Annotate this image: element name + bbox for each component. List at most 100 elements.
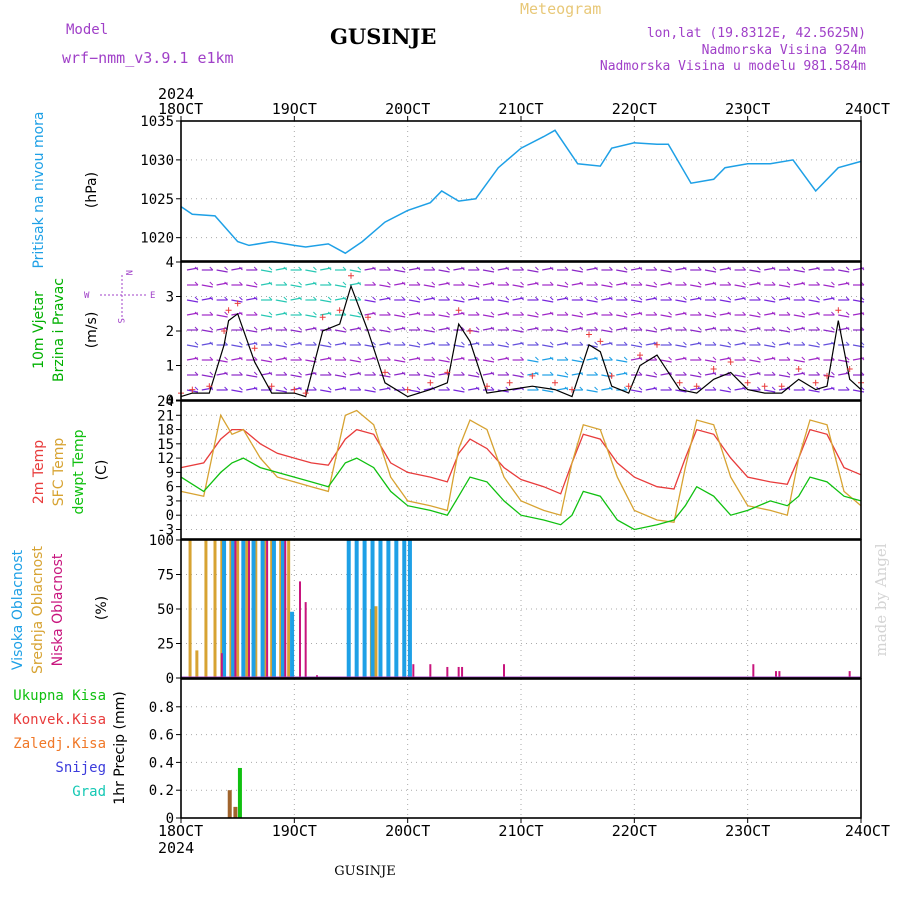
wind-barb [771, 371, 776, 376]
wind-barb [475, 281, 480, 286]
cloud-low-bar [503, 664, 505, 678]
wind-barb [653, 371, 658, 376]
cloud-low-bar [778, 671, 781, 678]
wind-barb [313, 371, 317, 376]
wind-barb [712, 296, 717, 301]
wind-barb [727, 311, 732, 316]
wind-barb [239, 356, 243, 361]
wind-barb [268, 281, 273, 286]
wind-barb [268, 326, 273, 331]
wind-barb [298, 371, 302, 376]
y-tick-label: 1 [166, 359, 174, 375]
wind-barb [757, 341, 761, 346]
y-tick-label: 18 [157, 423, 174, 439]
wind-max-marker [569, 386, 575, 393]
wind-barb [379, 374, 391, 378]
y-tick-label: 6 [166, 480, 174, 496]
wind-barb [579, 356, 584, 361]
time-tick-bottom: 21OCT [498, 822, 543, 840]
wind-barb [431, 371, 436, 376]
time-tick-bottom: 23OCT [725, 822, 770, 840]
wind-barb [246, 284, 258, 288]
wind-barb [231, 344, 243, 348]
wind-barb [520, 356, 524, 361]
y-tick-label: 3 [166, 290, 174, 306]
cloud-mid-bar [254, 540, 258, 678]
wind-barb [364, 299, 376, 303]
wind-barb [512, 284, 524, 288]
wind-barb [638, 326, 643, 331]
wind-barb [793, 269, 805, 273]
wind-barb [327, 311, 332, 316]
temp-axis-title: dewpt Temp [71, 429, 87, 514]
wind-barb [852, 344, 865, 348]
wind-barb [461, 341, 465, 346]
wind-barb [372, 371, 376, 376]
precip-convective-bar [233, 806, 238, 818]
wind-barb [201, 284, 213, 288]
wind-barb [453, 389, 465, 393]
wind-barb [239, 296, 243, 301]
wind-barb [520, 326, 524, 331]
wind-barb [742, 296, 746, 301]
wind-barb [719, 344, 731, 348]
wind-barb [490, 281, 495, 286]
wind-barb [201, 329, 213, 333]
wind-max-marker [221, 328, 228, 334]
wind-max-marker [710, 365, 717, 372]
wind-barb [401, 326, 406, 331]
wind-barb [683, 266, 687, 271]
cloud-high-bar [271, 540, 276, 678]
wind-barb [431, 266, 436, 271]
wind-max-marker [206, 383, 213, 390]
wind-barb [194, 371, 199, 376]
wind-barb [416, 326, 421, 331]
wind-barb [638, 386, 643, 391]
wind-barb [298, 356, 302, 361]
wind-barb [764, 299, 776, 303]
cloud-low-bar [752, 664, 755, 678]
wind-barb [668, 296, 672, 301]
precip-total-bar [237, 767, 242, 818]
wind-barb [549, 296, 554, 301]
wind-max-marker [234, 300, 241, 307]
wind-barb [845, 281, 850, 286]
wind-barb [793, 314, 805, 318]
wind-barb [401, 296, 406, 301]
wind-barb [712, 341, 717, 346]
footer-station: GUSINJE [334, 864, 395, 879]
wind-max-marker [778, 383, 785, 390]
wind-barb [697, 296, 702, 301]
wind-barb [719, 389, 731, 393]
wind-max-marker [189, 386, 196, 393]
wind-barb [675, 299, 687, 303]
wind-barb [475, 266, 480, 271]
wind-barb [520, 371, 524, 376]
wind-barb [401, 371, 406, 376]
wind-barb [505, 356, 510, 361]
wind-barb [186, 344, 199, 348]
wind-barb [313, 266, 317, 271]
model-label: Model [66, 22, 108, 38]
wind-barb [609, 356, 613, 361]
wind-barb [461, 371, 465, 376]
wind-barb [742, 266, 746, 271]
precip-convective-bar [227, 790, 232, 818]
wind-barb [387, 341, 391, 346]
wind-barb [224, 266, 228, 271]
wind-barb [446, 296, 450, 301]
cloud-mid-bar [236, 540, 240, 678]
wind-barb [327, 296, 332, 301]
wind-barb [712, 311, 717, 316]
wind-barb [298, 296, 302, 301]
wind-barb [594, 326, 598, 331]
time-tick-top: 24OCT [845, 100, 890, 118]
wind-barb [697, 356, 702, 361]
wind-max-marker [302, 390, 309, 397]
wind-barb [416, 311, 421, 316]
cloud-low-bar [461, 666, 464, 678]
wind-barb [224, 356, 228, 361]
wind-max-marker [251, 345, 258, 352]
wind-max-marker [529, 372, 536, 379]
wind-barb [349, 314, 361, 318]
